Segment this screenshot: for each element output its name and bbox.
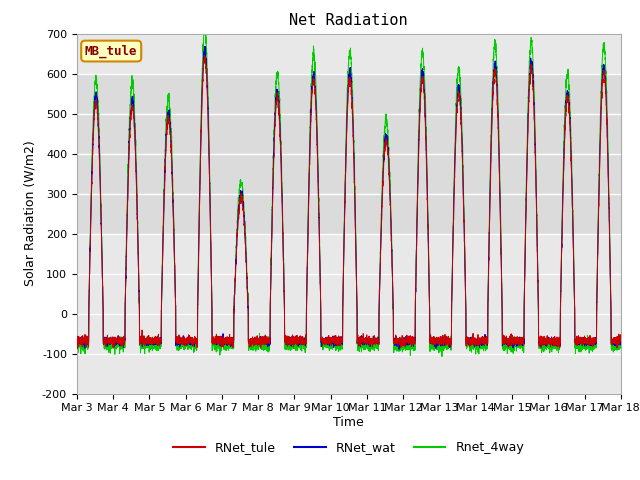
Y-axis label: Solar Radiation (W/m2): Solar Radiation (W/m2) <box>24 141 36 287</box>
X-axis label: Time: Time <box>333 416 364 429</box>
Text: MB_tule: MB_tule <box>85 44 138 58</box>
Title: Net Radiation: Net Radiation <box>289 13 408 28</box>
Legend: RNet_tule, RNet_wat, Rnet_4way: RNet_tule, RNet_wat, Rnet_4way <box>168 436 529 459</box>
Bar <box>77 73 621 234</box>
